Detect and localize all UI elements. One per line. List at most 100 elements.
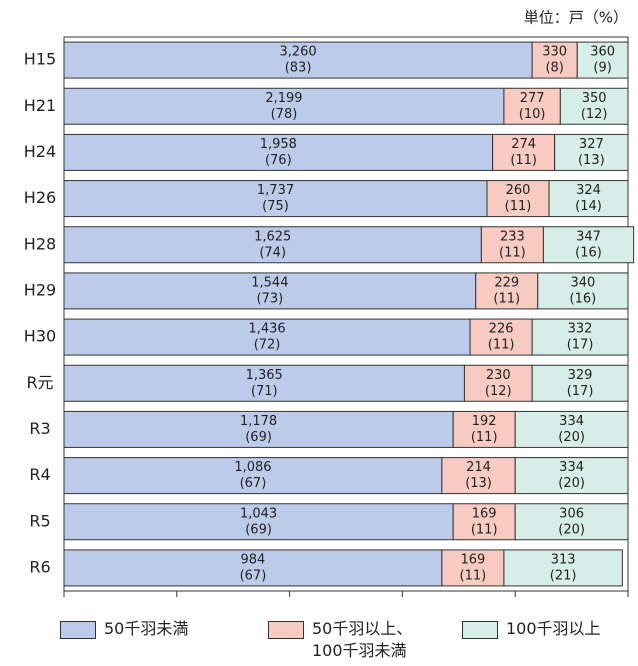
percent-label: (8) xyxy=(545,61,563,76)
percent-label: (14) xyxy=(575,199,602,214)
percent-label: (16) xyxy=(575,245,602,260)
count-label: 334 xyxy=(559,460,584,475)
bar-segment xyxy=(503,549,623,587)
count-label: 313 xyxy=(551,552,576,567)
count-label: 330 xyxy=(542,45,567,60)
bar-segment xyxy=(486,180,550,218)
percent-label: (11) xyxy=(499,245,526,260)
y-tick-label: H21 xyxy=(24,96,56,115)
unit-label: 単位：戸（%） xyxy=(524,9,628,27)
legend-swatch xyxy=(60,621,96,639)
bar-segment xyxy=(63,180,488,218)
count-label: 332 xyxy=(568,322,593,337)
count-label: 1,086 xyxy=(234,460,271,475)
y-tick-label: H15 xyxy=(24,50,56,69)
count-label: 1,043 xyxy=(240,506,277,521)
bar-segment xyxy=(63,457,443,495)
count-label: 340 xyxy=(570,275,595,290)
y-tick-label: H29 xyxy=(24,280,56,299)
percent-label: (69) xyxy=(245,430,272,445)
bar-segment xyxy=(63,133,494,171)
bar-segment xyxy=(63,318,471,356)
bar-segment xyxy=(63,410,454,448)
bar-segment xyxy=(514,503,629,541)
count-label: 1,436 xyxy=(248,322,285,337)
bar-segment xyxy=(548,180,629,218)
count-label: 1,544 xyxy=(251,275,288,290)
bar-segment xyxy=(559,87,629,125)
bar-segment xyxy=(63,41,533,79)
count-label: 214 xyxy=(466,460,491,475)
percent-label: (17) xyxy=(567,338,594,353)
bar-segment xyxy=(463,364,533,402)
count-label: 327 xyxy=(579,137,604,152)
percent-label: (11) xyxy=(510,153,537,168)
count-label: 229 xyxy=(494,275,519,290)
bar-segment xyxy=(441,457,516,495)
y-tick-label: H28 xyxy=(24,234,56,253)
percent-label: (13) xyxy=(465,476,492,491)
percent-label: (72) xyxy=(254,338,281,353)
bar-segment xyxy=(531,41,578,79)
percent-label: (9) xyxy=(593,61,611,76)
count-label: 306 xyxy=(559,506,584,521)
bar-segment xyxy=(63,549,443,587)
percent-label: (11) xyxy=(471,430,498,445)
percent-label: (12) xyxy=(581,107,608,122)
percent-label: (83) xyxy=(285,61,312,76)
y-tick-label: R3 xyxy=(29,419,50,438)
count-label: 1,737 xyxy=(257,183,294,198)
bar-segment xyxy=(480,226,544,264)
percent-label: (20) xyxy=(558,476,585,491)
chart: 単位：戸（%） H15 3,260(83) 330(8) 360(9) H21 2,199… xyxy=(24,9,635,597)
bar-segment xyxy=(469,318,533,356)
count-label: 3,260 xyxy=(279,45,316,60)
percent-label: (13) xyxy=(578,153,605,168)
percent-label: (73) xyxy=(257,291,284,306)
percent-label: (11) xyxy=(505,199,532,214)
count-label: 984 xyxy=(241,552,266,567)
count-label: 192 xyxy=(472,414,497,429)
legend-label: 50千羽以上、100千羽未満 xyxy=(312,619,413,660)
bar-segment xyxy=(514,457,629,495)
bar-segment xyxy=(63,272,477,310)
y-tick-label: H24 xyxy=(24,142,56,161)
count-label: 1,625 xyxy=(254,229,291,244)
legend-swatch xyxy=(268,621,304,639)
count-label: 233 xyxy=(500,229,525,244)
legend-label: 100千羽以上 xyxy=(506,619,601,638)
count-label: 350 xyxy=(582,91,607,106)
percent-label: (74) xyxy=(259,245,286,260)
bar-segment xyxy=(492,133,556,171)
percent-label: (11) xyxy=(471,522,498,537)
count-label: 169 xyxy=(460,552,485,567)
percent-label: (11) xyxy=(488,338,515,353)
percent-label: (12) xyxy=(485,384,512,399)
count-label: 277 xyxy=(520,91,545,106)
count-label: 360 xyxy=(590,45,615,60)
legend-swatch xyxy=(462,621,498,639)
count-label: 347 xyxy=(576,229,601,244)
count-label: 1,958 xyxy=(260,137,297,152)
percent-label: (21) xyxy=(550,568,577,583)
percent-label: (17) xyxy=(567,384,594,399)
count-label: 334 xyxy=(559,414,584,429)
count-label: 169 xyxy=(472,506,497,521)
bar-segment xyxy=(531,364,629,402)
plot-frame xyxy=(63,36,629,592)
percent-label: (11) xyxy=(460,568,487,583)
count-label: 260 xyxy=(506,183,531,198)
y-tick-label: R6 xyxy=(29,557,50,576)
percent-label: (71) xyxy=(251,384,278,399)
percent-label: (16) xyxy=(570,291,597,306)
percent-label: (20) xyxy=(558,430,585,445)
bar-segment xyxy=(537,272,629,310)
count-label: 324 xyxy=(576,183,601,198)
percent-label: (69) xyxy=(245,522,272,537)
bar-segment xyxy=(554,133,629,171)
legend-item: 50千羽以上、100千羽未満 xyxy=(268,618,424,662)
count-label: 1,365 xyxy=(246,368,283,383)
percent-label: (78) xyxy=(271,107,298,122)
legend-label: 50千羽未満 xyxy=(104,619,189,638)
